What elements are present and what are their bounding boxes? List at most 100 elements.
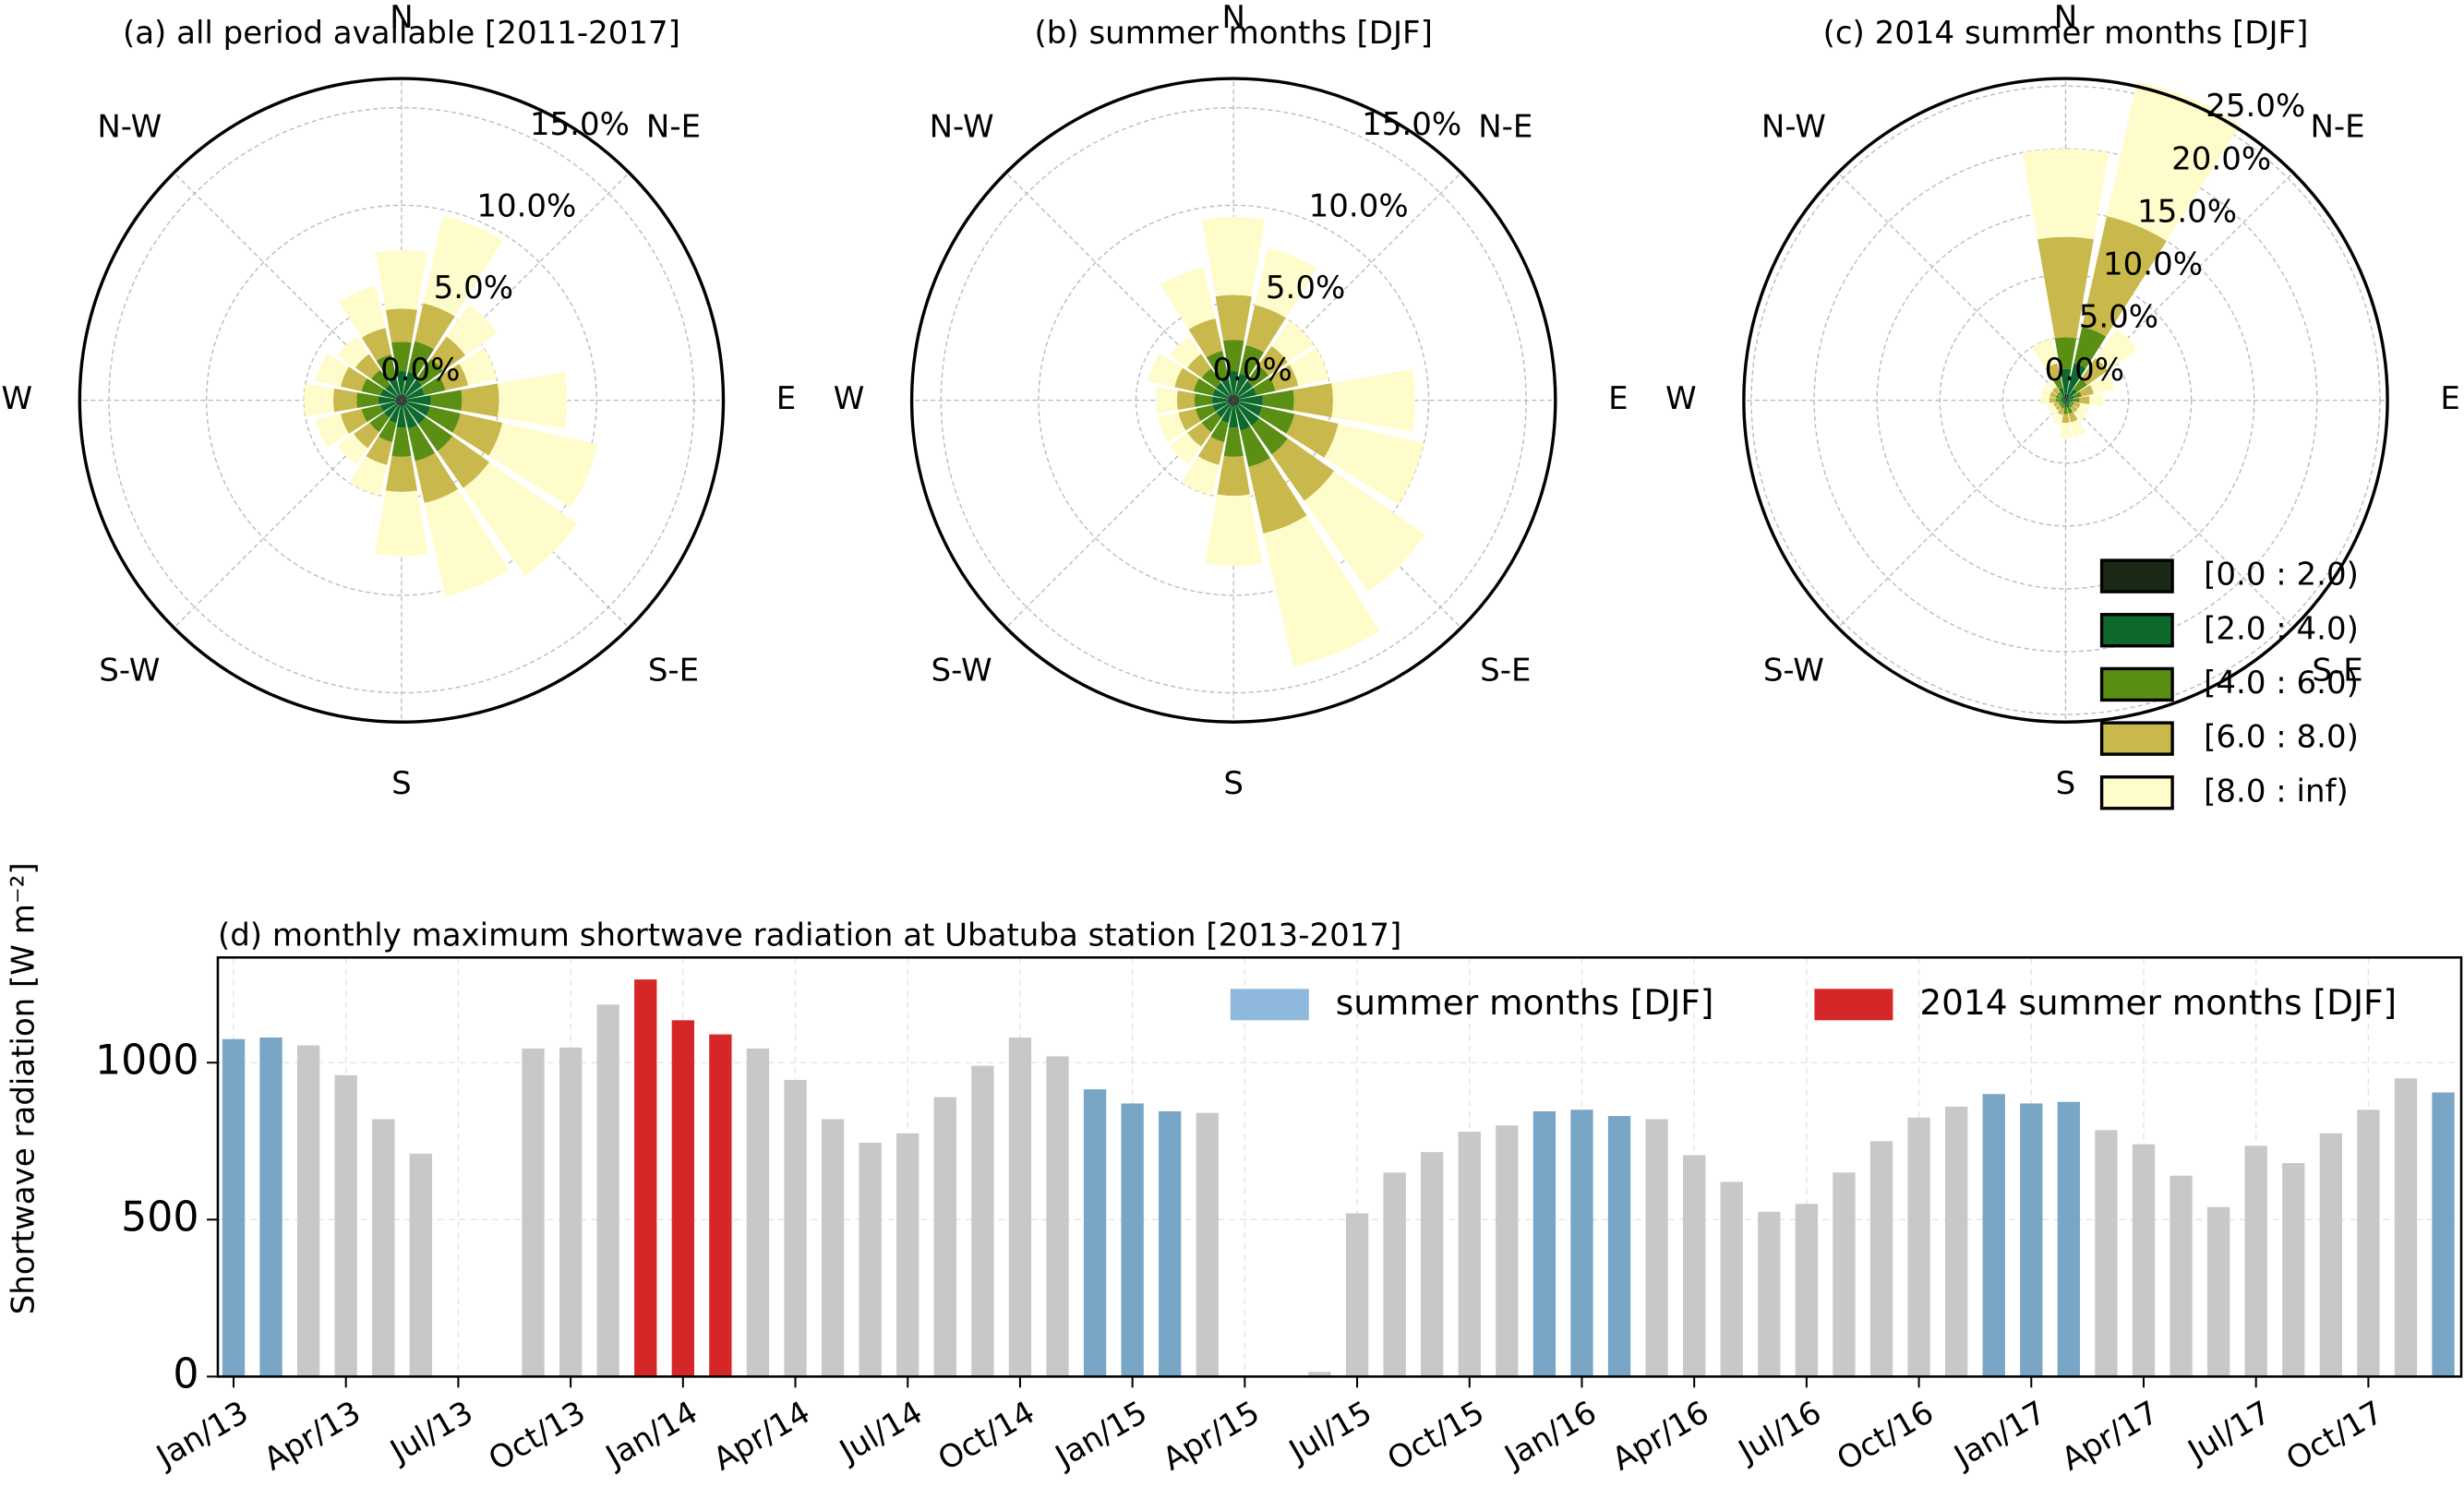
wind-sector (1148, 353, 1183, 388)
wind-sector (1212, 402, 1229, 413)
wind-sector (2053, 402, 2060, 407)
wind-sector (2088, 393, 2104, 407)
radial-grid-line (2064, 400, 2294, 629)
legend-label: 2014 summer months [DJF] (1919, 982, 2397, 1023)
wind-sector (396, 395, 402, 401)
wind-sector (401, 394, 405, 401)
bar (1008, 1037, 1032, 1377)
plot-frame (216, 956, 2463, 1378)
wind-sector (316, 414, 349, 448)
wind-sector (2095, 328, 2138, 371)
wind-sector (1271, 438, 1335, 501)
wind-sector (2073, 391, 2082, 399)
wind-sector (404, 403, 426, 425)
bar (296, 1045, 320, 1377)
wind-sector (2063, 396, 2066, 401)
wind-sector (396, 405, 407, 428)
wind-sector (2073, 398, 2080, 403)
wind-sector (406, 388, 425, 400)
legend-swatch (1814, 989, 1893, 1021)
bar (1720, 1181, 1743, 1377)
y-axis-label: Shortwave radiation [W m⁻²] (5, 862, 42, 1314)
wind-sector (401, 395, 407, 401)
direction-label: E (1608, 380, 1628, 417)
wind-sector (2070, 419, 2086, 438)
wind-sector (421, 376, 446, 396)
wind-sector (1230, 400, 1234, 406)
legend-label: summer months [DJF] (1336, 982, 1714, 1023)
wind-sector (1176, 390, 1196, 411)
wind-sector (2068, 402, 2073, 408)
bar (1046, 1056, 1069, 1377)
x-tick-label: Jan/13 (149, 1394, 255, 1476)
bar (1982, 1094, 2005, 1377)
wind-sector (430, 390, 463, 411)
wind-sector (2061, 397, 2065, 401)
wind-sector (2037, 236, 2094, 339)
wind-sector (437, 436, 489, 488)
wind-sector (2065, 400, 2067, 403)
wind-sector (2059, 402, 2064, 407)
bar (1607, 1116, 1631, 1377)
wind-sector (2066, 400, 2071, 403)
wind-sector (361, 328, 391, 361)
radial-tick-label: 15.0% (1362, 106, 1461, 143)
x-tick-label: Oct/13 (483, 1394, 592, 1478)
wind-sector (2057, 407, 2064, 415)
wind-sector (2073, 326, 2107, 369)
wind-sector (2073, 378, 2087, 393)
wind-sector (1205, 494, 1263, 567)
bar (1833, 1172, 1856, 1377)
wind-sector (361, 378, 384, 396)
wind-sector (2062, 401, 2066, 405)
wind-sector (401, 397, 408, 401)
wind-sector (1210, 420, 1229, 442)
radial-tick-label: 5.0% (1266, 270, 1345, 306)
radial-grid-line (173, 400, 403, 629)
wind-sector (304, 383, 335, 417)
wind-sector (396, 400, 402, 405)
wind-sector (1245, 305, 1286, 353)
wind-sector (1223, 426, 1244, 457)
wind-sector (1304, 471, 1425, 593)
legend-swatch (2099, 775, 2174, 810)
y-tick-label: 1000 (95, 1037, 199, 1084)
y-tick-label: 500 (121, 1193, 198, 1241)
legend-label: [6.0 : 8.0) (2204, 719, 2359, 756)
bar (1570, 1109, 1593, 1377)
wind-sector (1228, 397, 1234, 401)
wind-sector (2058, 401, 2063, 405)
wind-sector (2051, 387, 2061, 395)
direction-label: N-E (1478, 109, 1532, 146)
bar (1421, 1152, 1444, 1377)
wind-sector (1215, 294, 1252, 342)
wind-sector (389, 377, 401, 396)
direction-label: S-W (99, 653, 160, 690)
bar (1458, 1132, 1481, 1377)
wind-sector (380, 389, 397, 400)
wind-sector (2066, 401, 2070, 405)
direction-label: N-W (97, 109, 162, 146)
bar (634, 979, 657, 1377)
wind-sector (2078, 403, 2091, 414)
radial-tick-label: 5.0% (2079, 299, 2158, 336)
chart-title: (d) monthly maximum shortwave radiation … (218, 917, 1401, 954)
wind-sector (354, 422, 379, 449)
bar (1083, 1089, 1107, 1377)
wind-sector (2061, 399, 2065, 402)
x-tick-label: Oct/14 (932, 1394, 1040, 1478)
wind-sector (2064, 400, 2066, 402)
bar (559, 1047, 583, 1377)
wind-sector (1229, 395, 1234, 401)
legend-label: [2.0 : 4.0) (2204, 610, 2359, 647)
x-tick-label: Jan/14 (598, 1394, 704, 1476)
wind-sector (338, 285, 386, 338)
bar (2432, 1092, 2455, 1377)
wind-sector (2022, 149, 2109, 240)
y-tick-label: 0 (173, 1350, 198, 1397)
wind-sector (1206, 351, 1229, 379)
wind-sector (2040, 395, 2050, 405)
wind-sector (1178, 408, 1201, 431)
wind-sector (1188, 318, 1223, 358)
wind-sector (1212, 389, 1229, 400)
